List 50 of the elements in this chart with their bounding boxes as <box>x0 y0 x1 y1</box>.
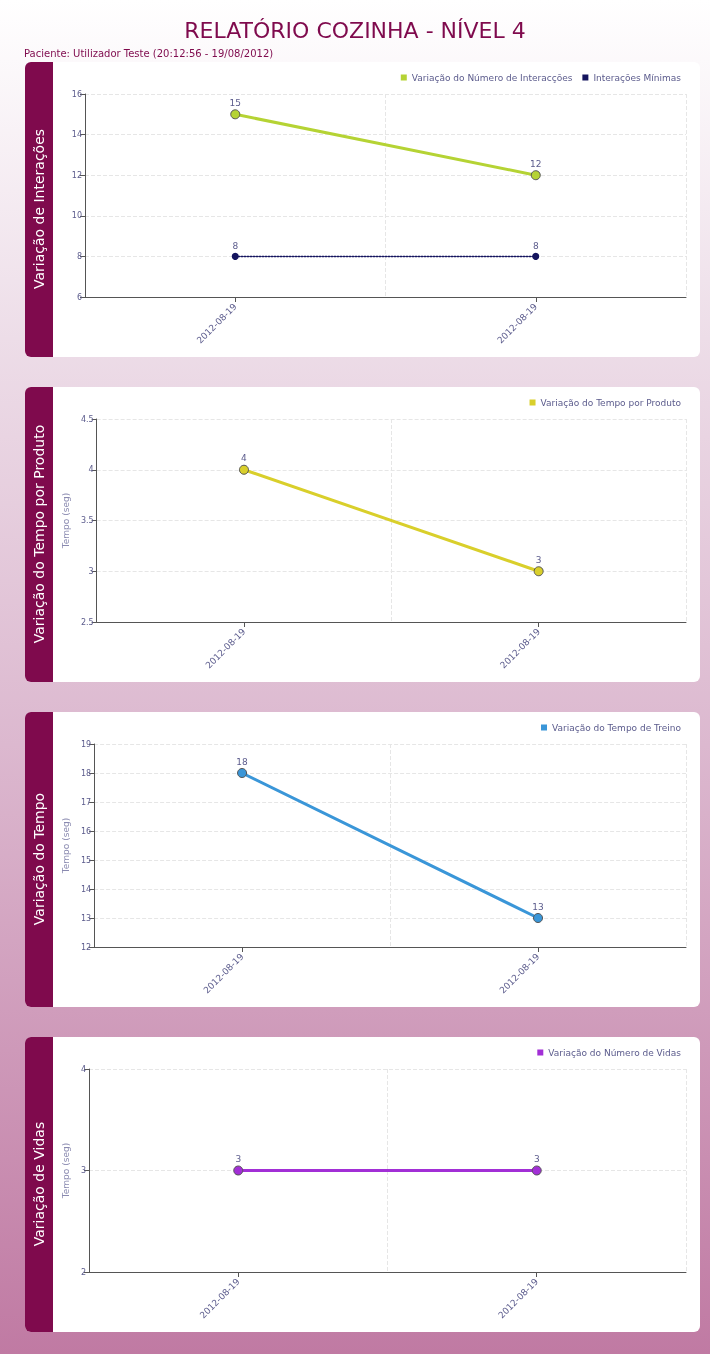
y-tick-label: 6 <box>76 292 82 302</box>
y-tick-label: 4.5 <box>80 414 94 424</box>
point <box>230 109 241 120</box>
data-label: 13 <box>532 901 544 912</box>
point <box>530 170 541 181</box>
y-axis-title: Tempo (seg) <box>60 1142 71 1200</box>
text: Paciente: Utilizador Teste (20:12:56 - 19/08/2012) <box>24 48 274 59</box>
y-tick-label: 15 <box>80 855 92 865</box>
data-label: 3 <box>535 554 542 565</box>
legend-label: Variação do Número de Interacções <box>411 72 573 83</box>
y-tick-label: 4 <box>80 1064 86 1074</box>
text: RELATÓRIO COZINHA - NÍVEL 4 <box>183 18 527 43</box>
y-tick-label: 13 <box>80 913 92 923</box>
data-label: 18 <box>236 756 249 767</box>
y-tick-label: 12 <box>71 170 82 180</box>
data-label: 3 <box>533 1154 540 1164</box>
data-label: 8 <box>532 241 539 252</box>
y-tick-label: 19 <box>80 739 92 749</box>
legend-label: Variação do Número de Vidas <box>548 1047 682 1058</box>
y-tick-label: 3.5 <box>80 516 94 525</box>
data-label: 8 <box>232 241 239 252</box>
y-tick-label: 14 <box>71 130 82 140</box>
text: Variação do Tempo por Produto <box>31 424 47 644</box>
text: Variação de Interações <box>31 128 47 290</box>
point <box>231 252 239 260</box>
legend-label: Variação do Tempo de Treino <box>552 722 682 733</box>
y-tick-label: 8 <box>76 251 82 261</box>
y-axis-title: Tempo (seg) <box>60 817 71 875</box>
y-tick-label: 18 <box>80 768 92 778</box>
legend-label: Interações Mínimas <box>593 72 682 83</box>
data-label: 12 <box>530 158 542 169</box>
y-axis-title: Tempo (seg) <box>60 492 71 550</box>
y-tick-label: 3 <box>80 1166 86 1175</box>
point <box>532 252 540 260</box>
y-tick-label: 14 <box>80 884 92 894</box>
y-tick-label: 17 <box>80 797 92 807</box>
y-tick-label: 10 <box>71 211 82 221</box>
y-tick-label: 2 <box>80 1267 86 1277</box>
text: Variação de Vidas <box>31 1121 47 1247</box>
y-tick-label: 12 <box>80 942 92 952</box>
data-label: 3 <box>235 1154 242 1164</box>
y-tick-label: 2.5 <box>80 617 94 627</box>
y-tick-label: 16 <box>80 826 92 836</box>
legend-label: Variação do Tempo por Produto <box>540 397 682 408</box>
text: Variação do Tempo <box>31 792 47 926</box>
y-tick-label: 3 <box>88 566 94 576</box>
y-tick-label: 16 <box>71 89 82 99</box>
y-tick-label: 4 <box>88 465 94 475</box>
data-label: 4 <box>241 453 248 464</box>
data-label: 15 <box>229 97 241 108</box>
